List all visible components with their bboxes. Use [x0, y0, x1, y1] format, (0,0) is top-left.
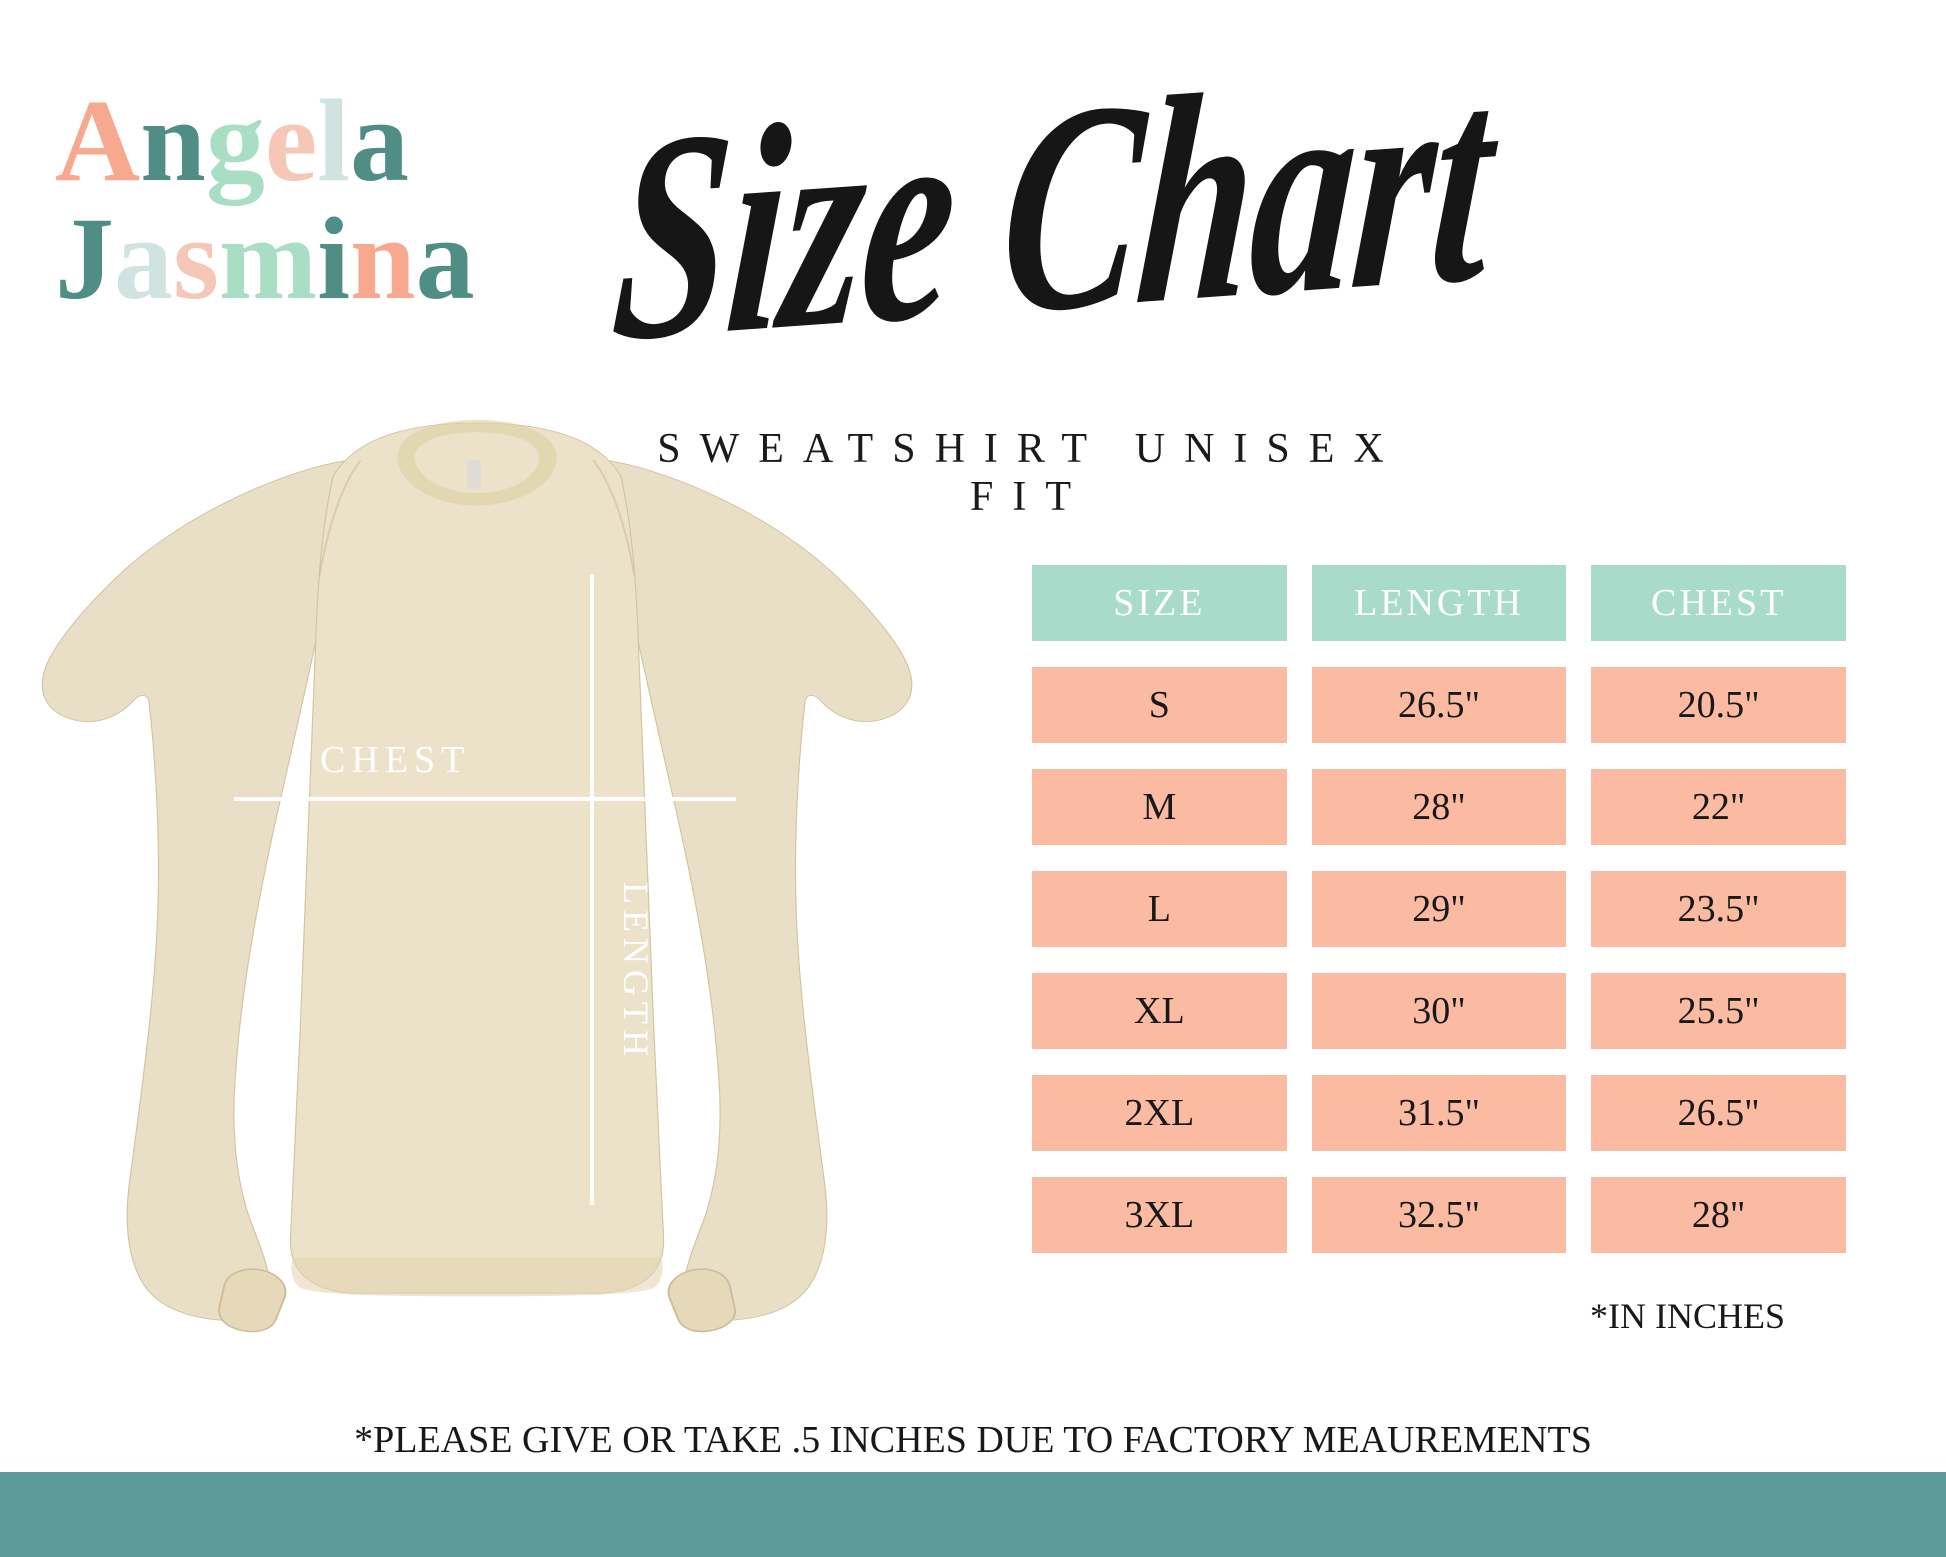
svg-text:LENGTH: LENGTH: [616, 882, 656, 1062]
svg-text:CHEST: CHEST: [320, 739, 470, 781]
